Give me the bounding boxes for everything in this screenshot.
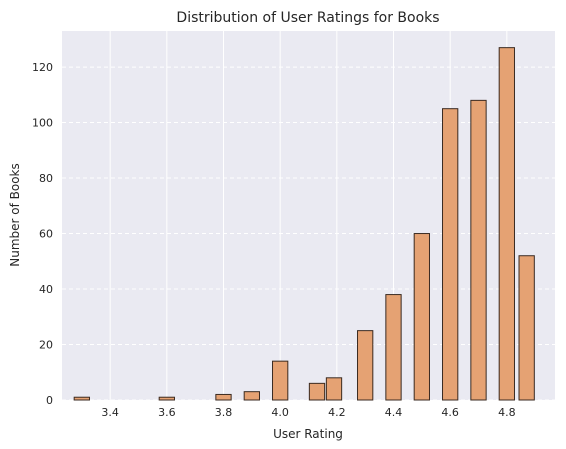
x-tick-label: 3.6 [158,406,176,419]
x-tick-label: 4.4 [385,406,403,419]
x-tick-label: 3.8 [215,406,233,419]
y-tick-label: 120 [32,61,53,74]
histogram-bar [308,382,326,401]
histogram-bar [442,108,459,401]
histogram-bar [357,330,374,401]
y-tick-labels: 0 20 40 60 80 100 120 [32,61,53,407]
histogram-bar [243,391,260,401]
x-tick-labels: 3.4 3.6 3.8 4.0 4.2 4.4 4.6 4.8 [101,406,515,419]
y-tick-label: 100 [32,117,53,130]
histogram-bar [470,99,487,401]
x-tick-label: 4.8 [498,406,516,419]
x-axis-label: User Rating [273,427,343,441]
histogram-bar [158,396,175,401]
histogram-bar [272,360,289,401]
histogram-bar [215,393,232,401]
bars [73,47,535,401]
y-tick-label: 0 [46,394,53,407]
horizontal-gridlines [62,66,555,401]
y-tick-label: 20 [39,339,53,352]
histogram-bar [413,233,430,401]
x-tick-label: 4.6 [441,406,459,419]
histogram-bar [518,255,535,401]
x-tick-label: 4.2 [328,406,346,419]
x-tick-label: 3.4 [101,406,119,419]
x-tick-label: 4.0 [271,406,289,419]
histogram-bar [325,377,343,401]
y-tick-label: 80 [39,172,53,185]
histogram-bar [498,47,515,401]
y-axis-label: Number of Books [8,163,22,267]
y-tick-label: 60 [39,228,53,241]
histogram-bar [385,294,402,401]
y-tick-label: 40 [39,283,53,296]
chart-title: Distribution of User Ratings for Books [176,10,439,26]
histogram-bar [73,396,90,401]
